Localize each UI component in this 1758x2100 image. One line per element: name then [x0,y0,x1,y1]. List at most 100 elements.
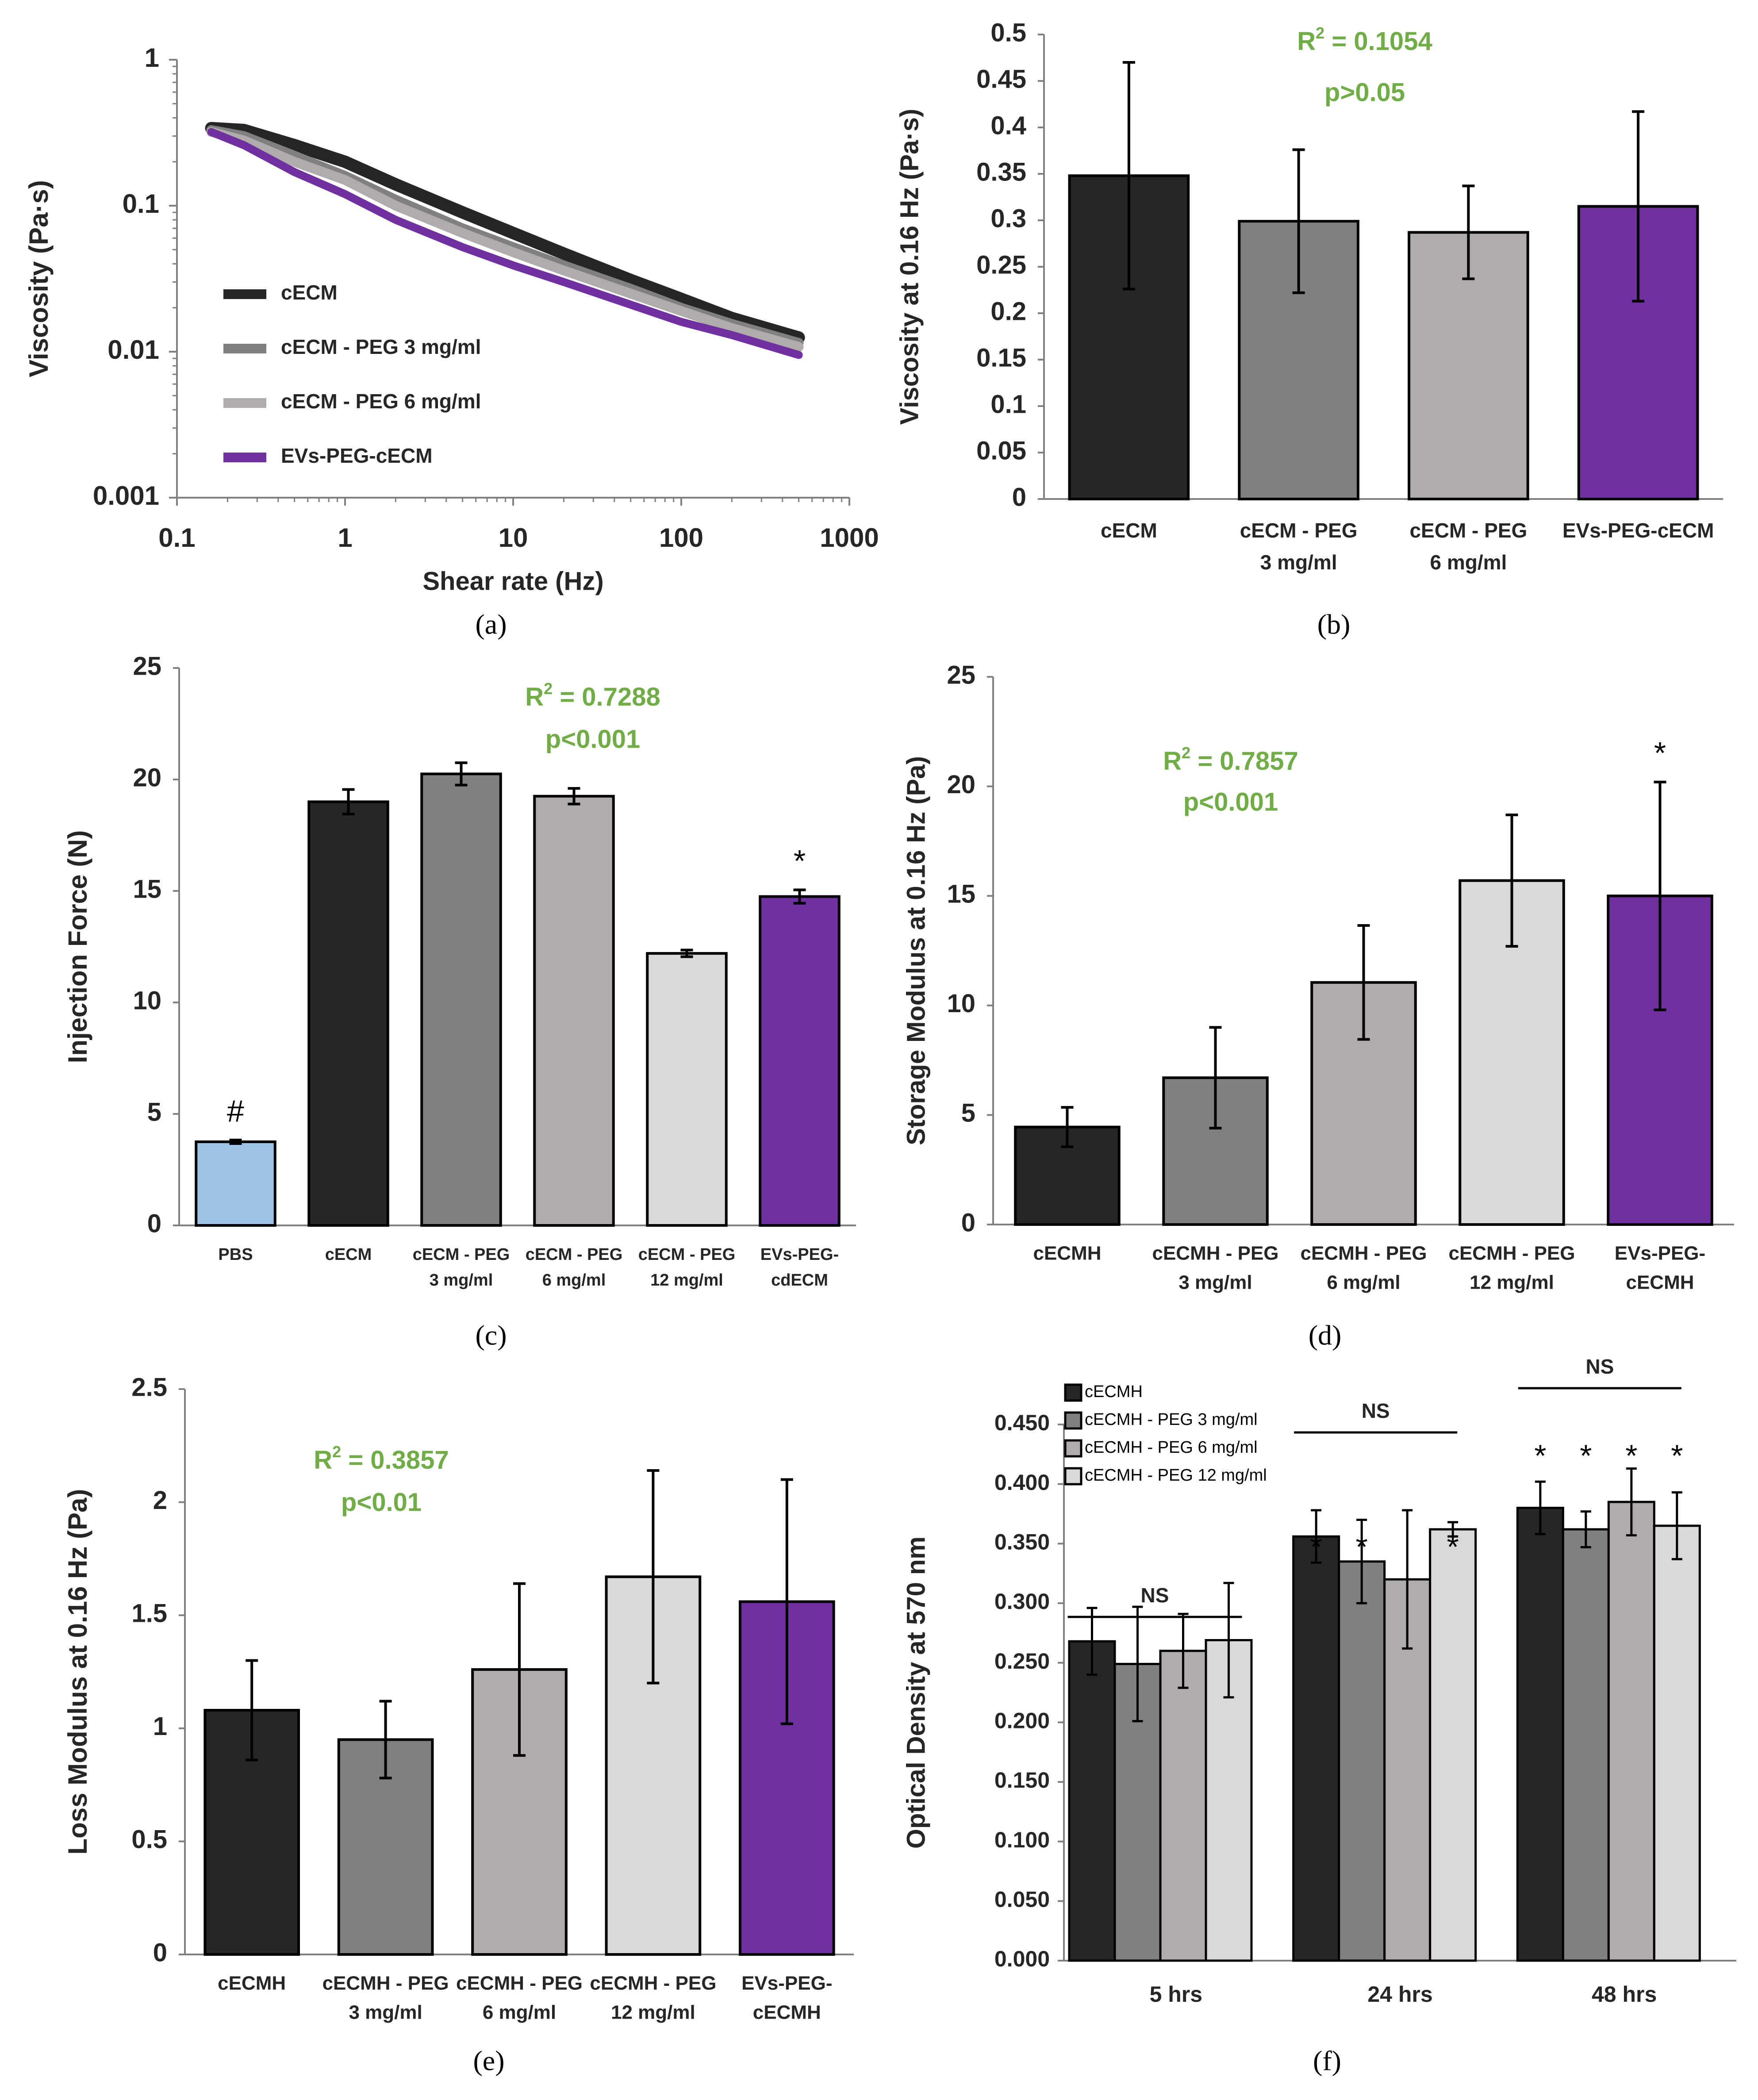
r-squared-label: R2 = 0.3857 [314,1443,449,1474]
significance-star: * [1356,1529,1368,1564]
panel-caption: (e) [473,2045,504,2077]
y-tick-label: 0.05 [976,436,1026,465]
significance-star: * [1580,1438,1592,1473]
bar [1292,1535,1340,1962]
y-tick-label: 2.5 [131,1373,167,1401]
legend-swatch [1064,1467,1082,1486]
category-label: cECMH - PEG [1300,1243,1427,1264]
ns-label: NS [1141,1584,1169,1607]
y-tick-label: 25 [133,652,161,680]
category-label: 12 mg/ml [650,1271,723,1290]
category-label: EVs-PEG- [760,1245,839,1264]
significance-mark: # [227,1094,244,1128]
y-tick-label: 10 [947,989,975,1018]
category-label: 12 mg/ml [1470,1272,1554,1294]
x-axis-label: Shear rate (Hz) [422,567,603,595]
category-label: cECM - PEG [1409,519,1527,542]
y-tick-label: 15 [133,875,161,903]
significance-star: * [1671,1438,1683,1473]
category-label: 6 mg/ml [483,2002,556,2023]
r-squared-label: R2 = 0.7288 [525,680,660,711]
y-tick-label: 0.150 [994,1768,1050,1793]
category-label: EVs-PEG- [1615,1243,1705,1264]
significance-mark: * [1654,736,1666,770]
category-label: 6 mg/ml [542,1271,606,1290]
y-tick-label: 0.25 [976,250,1026,279]
y-tick-label: 0.250 [994,1649,1050,1674]
x-tick-label: 10 [499,523,528,553]
category-label: EVs-PEG-cECM [1562,519,1714,542]
ns-label: NS [1362,1399,1390,1422]
y-tick-label: 0.5 [990,18,1026,47]
y-tick-label: 5 [961,1099,975,1128]
significance-star: * [1534,1438,1546,1473]
category-label: cECM - PEG [638,1245,736,1264]
bar [307,800,389,1227]
panel-caption: (d) [1309,1320,1342,1351]
significance-star: * [1447,1529,1459,1564]
bar [1653,1524,1701,1962]
y-tick-label: 0.5 [131,1825,167,1854]
panel-caption: (b) [1317,609,1351,640]
category-label: 6 mg/ml [1327,1272,1400,1294]
p-value-label: p<0.01 [341,1488,422,1516]
category-label: 3 mg/ml [430,1271,493,1290]
bar [195,1140,276,1227]
category-label: 24 hrs [1367,1982,1432,2007]
legend-label: cECMH [1085,1382,1143,1401]
panel-f-chart: 0.000 0.050 0.100 0.150 0.200 0.250 0.300 0.350… [902,1355,1736,2077]
panel-caption: (c) [475,1320,507,1351]
y-tick-label: 20 [133,763,161,792]
ns-label: NS [1585,1355,1614,1378]
category-label: 3 mg/ml [349,2002,422,2023]
x-tick-label: 0.1 [158,523,195,553]
y-tick-label: 0.1 [123,189,159,219]
category-label: cECM [325,1245,372,1264]
y-tick-label: 0 [1012,483,1026,511]
x-tick-label: 1 [338,523,352,553]
category-label: 6 mg/ml [1430,551,1507,574]
bar [1516,1507,1564,1962]
bar [471,1668,568,1956]
y-tick-label: 0.001 [93,481,159,511]
category-label: cECM - PEG [1240,519,1358,542]
panel-caption: (a) [475,609,507,640]
x-tick-label: 100 [659,523,703,553]
y-tick-label: 0 [961,1208,975,1237]
legend-swatch [1064,1383,1082,1402]
legend-swatch [1064,1439,1082,1458]
y-axis-label: Loss Modulus at 0.16 Hz (Pa) [63,1489,92,1855]
category-label: cECMH [1626,1272,1694,1294]
bar [1429,1528,1477,1962]
legend-swatch [1064,1411,1082,1430]
category-label: cECMH [1033,1243,1101,1264]
category-label: cECMH - PEG [456,1973,583,1994]
category-label: cECM - PEG [526,1245,623,1264]
r-squared-label: R2 = 0.7857 [1163,744,1298,776]
y-tick-label: 0.050 [994,1887,1050,1912]
bar [646,952,728,1227]
y-tick-label: 15 [947,880,975,909]
legend-label: EVs-PEG-cECM [281,444,433,467]
category-label: cdECM [771,1271,828,1290]
category-label: cECMH - PEG [1448,1243,1575,1264]
y-tick-label: 1.5 [131,1599,167,1628]
legend-label: cECM [281,281,338,304]
y-tick-label: 0.3 [990,204,1026,233]
y-tick-label: 0.1 [990,390,1026,418]
p-value-label: p<0.001 [545,725,640,753]
panel-a-chart: 0.001 0.01 0.1 1 0.1 1 10 100 1000 Shear rate (Hz… [24,43,879,640]
y-tick-label: 1 [153,1712,167,1741]
panel-c-chart: 0 5 10 15 20 25 Injection Force (N) # PBS cECM cEC… [63,652,856,1351]
bar [1562,1528,1610,1962]
y-tick-label: 0.45 [976,65,1026,93]
y-tick-label: 10 [133,986,161,1015]
legend-label: cECMH - PEG 12 mg/ml [1085,1466,1267,1485]
y-tick-label: 5 [147,1098,161,1126]
bar [533,795,615,1227]
y-tick-label: 0.15 [976,343,1026,372]
category-label: 5 hrs [1150,1982,1203,2007]
category-label: cECM [1101,519,1157,542]
bar [759,895,841,1227]
category-label: cECMH - PEG [590,1973,716,1994]
